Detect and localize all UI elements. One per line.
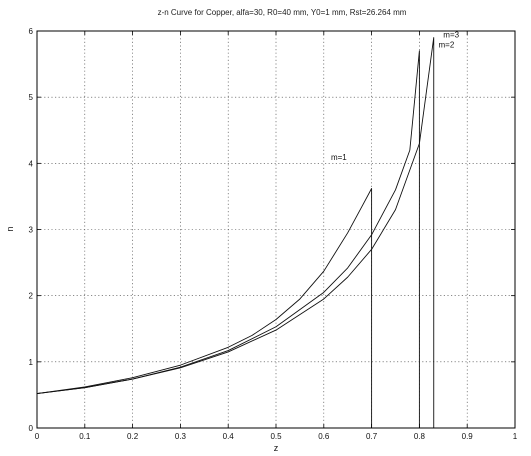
x-tick-label: 1 <box>513 432 518 441</box>
y-tick-label: 1 <box>29 358 34 367</box>
x-tick-label: 0.3 <box>175 432 187 441</box>
x-tick-label: 0.1 <box>79 432 91 441</box>
x-tick-label: 0.4 <box>223 432 235 441</box>
x-tick-label: 0.5 <box>270 432 282 441</box>
x-tick-label: 0.6 <box>318 432 330 441</box>
x-axis-label: z <box>274 443 279 453</box>
annotations: m=1 m=2m=3 <box>331 31 460 162</box>
y-tick-label: 0 <box>29 424 34 433</box>
y-tick-label: 6 <box>29 27 34 36</box>
chart-title: z-n Curve for Copper, alfa=30, R0=40 mm,… <box>158 8 407 17</box>
annotation-label: m=1 <box>331 153 347 162</box>
series-line-m-3 <box>36 37 435 428</box>
y-tick-labels: 0 1 2 3 4 5 6 <box>29 27 34 433</box>
x-tick-labels: 0 0.1 0.2 0.3 0.4 0.5 0.6 0.7 0.8 0.9 1 <box>35 432 518 441</box>
x-tick-label: 0.7 <box>366 432 378 441</box>
annotation-label: m=2 <box>439 41 455 50</box>
x-tick-label: 0.8 <box>414 432 426 441</box>
y-tick-label: 5 <box>29 93 34 102</box>
series-group <box>36 37 435 428</box>
x-tick-label: 0.2 <box>127 432 139 441</box>
tick-marks <box>36 30 516 429</box>
y-tick-label: 2 <box>29 292 34 301</box>
x-tick-label: 0.9 <box>462 432 474 441</box>
x-tick-label: 0 <box>35 432 40 441</box>
annotation-label: m=3 <box>443 31 459 40</box>
series-line-m-1 <box>36 188 373 428</box>
y-axis-label: n <box>5 226 15 231</box>
y-tick-label: 3 <box>29 226 34 235</box>
y-tick-label: 4 <box>29 159 34 168</box>
